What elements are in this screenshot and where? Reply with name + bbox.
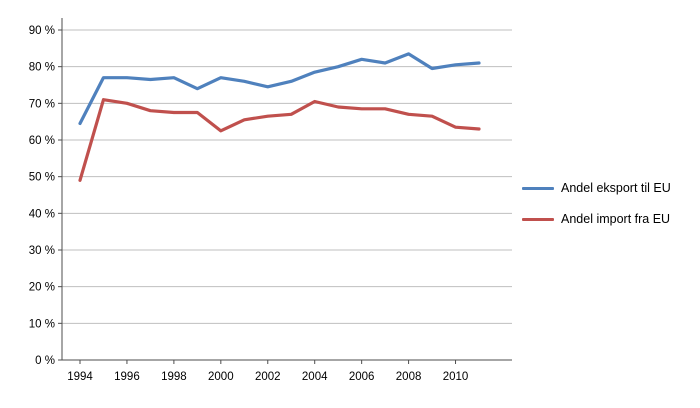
x-tick-label: 2008 <box>396 371 422 383</box>
legend-item-import: Andel import fra EU <box>522 212 671 226</box>
x-tick-label: 2000 <box>208 371 234 383</box>
legend-line-swatch-import <box>522 217 554 221</box>
x-tick-label: 2004 <box>302 371 328 383</box>
y-tick-label: 20 % <box>29 282 55 294</box>
legend-line-swatch-eksport <box>522 186 554 190</box>
legend-label-eksport: Andel eksport til EU <box>561 181 671 195</box>
series-line-1 <box>78 98 481 182</box>
x-tick-label: 2010 <box>443 371 469 383</box>
x-tick-label: 2006 <box>349 371 375 383</box>
y-tick-label: 70 % <box>29 98 55 110</box>
y-tick-label: 80 % <box>29 62 55 74</box>
x-tick-label: 2002 <box>255 371 281 383</box>
x-tick-label: 1998 <box>161 371 187 383</box>
y-tick-label: 10 % <box>29 318 55 330</box>
legend-label-import: Andel import fra EU <box>561 212 671 226</box>
y-tick-label: 60 % <box>29 135 55 147</box>
y-tick-label: 30 % <box>29 245 55 257</box>
y-tick-label: 90 % <box>29 25 55 37</box>
chart-legend: Andel eksport til EU Andel import fra EU <box>522 181 671 226</box>
x-tick-label: 1996 <box>114 371 140 383</box>
series-line-0 <box>78 52 481 126</box>
x-tick-label: 1994 <box>67 371 93 383</box>
y-tick-label: 0 % <box>35 355 55 367</box>
legend-item-eksport: Andel eksport til EU <box>522 181 671 195</box>
y-tick-label: 40 % <box>29 208 55 220</box>
y-tick-label: 50 % <box>29 172 55 184</box>
